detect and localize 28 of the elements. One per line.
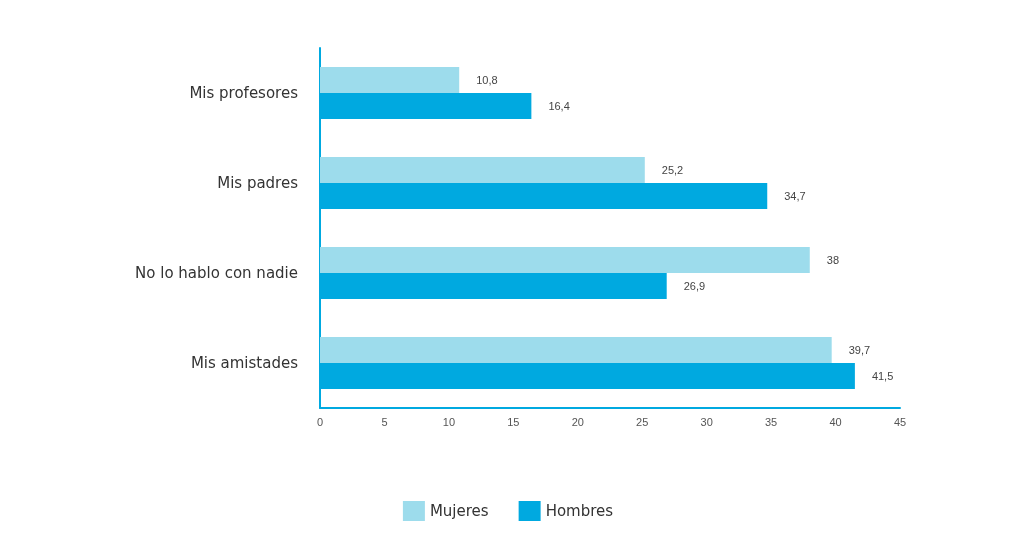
x-tick-label: 40: [829, 415, 842, 428]
data-label: 39,7: [848, 344, 871, 356]
legend-label: Mujeres: [429, 502, 489, 520]
data-label: 41,5: [871, 370, 894, 382]
data-label: 34,7: [784, 190, 806, 202]
y-tick-label: Mis profesores: [189, 84, 299, 102]
y-tick-label: Mis padres: [217, 174, 299, 192]
x-tick-label: 45: [893, 415, 907, 428]
data-label: 26,9: [683, 280, 706, 292]
legend-label: Hombres: [545, 502, 614, 520]
x-tick-label: 10: [442, 415, 456, 428]
x-tick-label: 25: [636, 415, 649, 428]
bar: [320, 247, 810, 273]
bar: [320, 337, 832, 363]
bar: [320, 157, 645, 183]
x-tick-label: 20: [571, 415, 584, 428]
x-tick-label: 5: [381, 415, 388, 428]
data-label: 16,4: [548, 100, 570, 112]
data-label: 25,2: [661, 164, 684, 176]
x-tick-label: 35: [764, 415, 778, 428]
data-label: 10,8: [476, 74, 498, 86]
x-tick-label: 15: [507, 415, 520, 428]
y-tick-label: Mis amistades: [190, 354, 299, 372]
y-tick-label: No lo hablo con nadie: [135, 264, 298, 282]
bar: [320, 67, 460, 93]
data-label: 38: [826, 254, 840, 266]
x-tick-label: 30: [700, 415, 713, 428]
x-tick-label: 0: [316, 415, 324, 428]
